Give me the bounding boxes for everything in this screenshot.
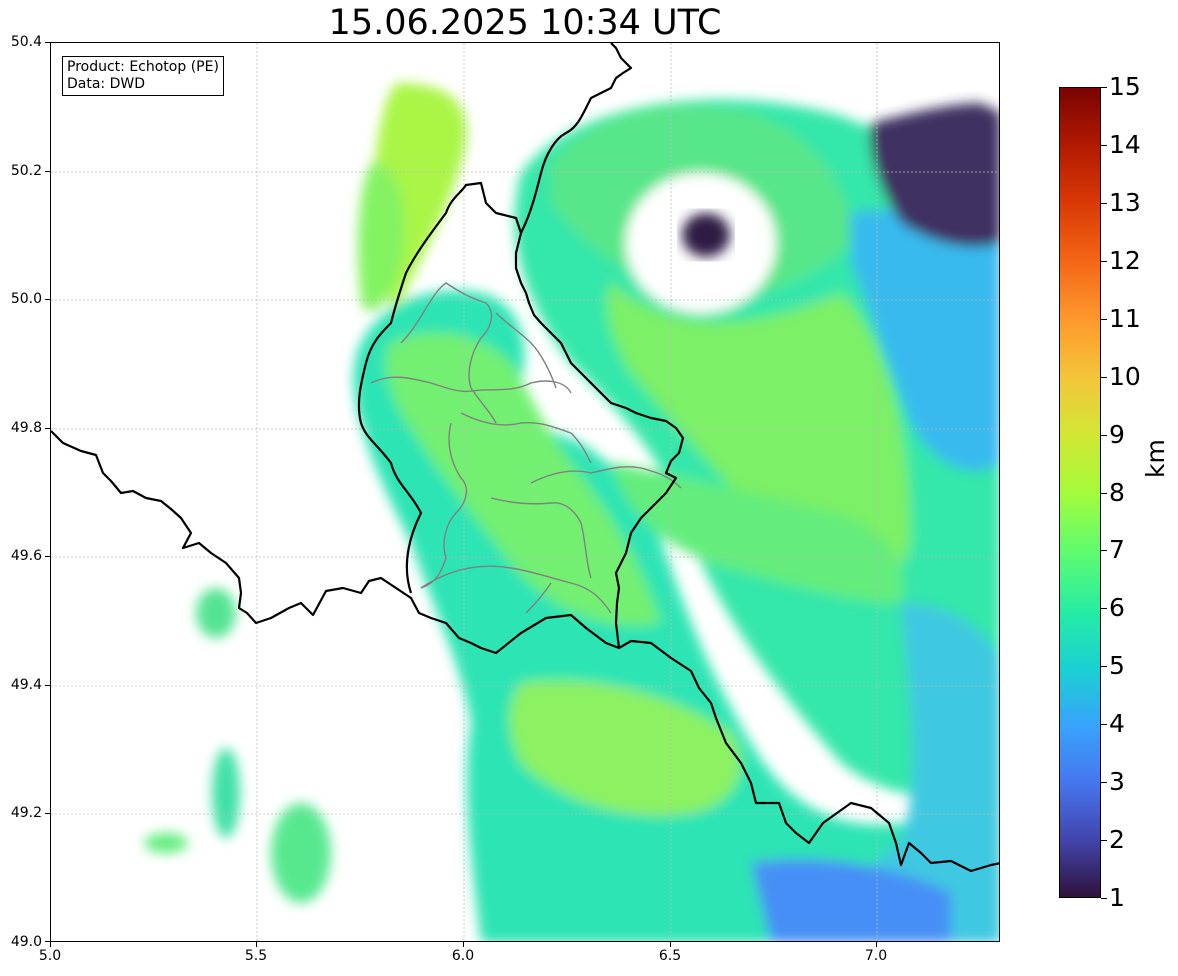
y-tick-label: 50.4: [10, 34, 42, 50]
product-label: Product: Echotop (PE): [67, 59, 219, 75]
colorbar-tick-label: 10: [1109, 361, 1141, 391]
grid-lines: [51, 43, 999, 941]
radar-map-area[interactable]: [50, 42, 1000, 942]
echo-cell: [271, 803, 331, 903]
y-tick-label: 49.6: [10, 548, 42, 564]
colorbar-tick-label: 9: [1109, 419, 1125, 449]
colorbar-tick-mark: [1101, 840, 1107, 841]
echo-cell: [358, 163, 405, 311]
x-tick-label: 5.5: [244, 948, 268, 964]
echo-cell: [144, 833, 188, 853]
map-title: 15.06.2025 10:34 UTC: [328, 3, 722, 43]
radar-center-core: [682, 213, 730, 257]
colorbar-tick-mark: [1101, 203, 1107, 204]
product-info-box: Product: Echotop (PE) Data: DWD: [62, 56, 224, 96]
colorbar-tick-mark: [1101, 608, 1107, 609]
y-tick-label: 49.4: [10, 677, 42, 693]
colorbar-tick-label: 5: [1109, 651, 1125, 681]
y-tick-label: 49.0: [10, 934, 42, 950]
echo-cell: [851, 210, 999, 471]
colorbar-tick-mark: [1101, 493, 1107, 494]
y-tick-mark: [45, 556, 50, 557]
echo-cell: [751, 859, 951, 941]
echo-cell: [611, 463, 903, 603]
colorbar-tick-mark: [1101, 435, 1107, 436]
colorbar-tick-mark: [1101, 550, 1107, 551]
echotop-layer: [144, 83, 999, 941]
echo-cell: [385, 332, 661, 626]
y-tick-mark: [45, 299, 50, 300]
colorbar-tick-mark: [1101, 261, 1107, 262]
country-borders: [51, 43, 999, 873]
y-tick-label: 50.0: [10, 291, 42, 307]
x-tick-mark: [256, 942, 257, 947]
y-tick-label: 49.8: [10, 420, 42, 436]
colorbar: [1059, 87, 1101, 898]
y-tick-mark: [45, 685, 50, 686]
colorbar-tick-mark: [1101, 666, 1107, 667]
x-tick-label: 6.5: [658, 948, 682, 964]
echo-cell: [509, 680, 741, 816]
colorbar-tick-mark: [1101, 898, 1107, 899]
colorbar-tick-label: 2: [1109, 825, 1125, 855]
colorbar-tick-label: 15: [1109, 72, 1141, 101]
echo-cell: [870, 103, 999, 247]
x-tick-mark: [463, 942, 464, 947]
y-tick-mark: [45, 941, 50, 942]
colorbar-tick-label: 6: [1109, 593, 1125, 623]
y-tick-mark: [45, 428, 50, 429]
colorbar-tick-label: 11: [1109, 303, 1141, 333]
colorbar-tick-label: 3: [1109, 767, 1125, 797]
y-tick-mark: [45, 171, 50, 172]
x-tick-mark: [876, 942, 877, 947]
echo-cell: [849, 603, 999, 941]
colorbar-tick-mark: [1101, 782, 1107, 783]
x-tick-label: 5.0: [38, 948, 62, 964]
colorbar-tick-mark: [1101, 377, 1107, 378]
radar-map-svg: [51, 43, 999, 941]
district-borders: [370, 282, 682, 614]
x-tick-label: 6.0: [451, 948, 475, 964]
colorbar-tick-label: 14: [1109, 129, 1141, 159]
colorbar-tick-label: 1: [1109, 883, 1125, 912]
colorbar-unit-label: km: [1141, 439, 1170, 478]
colorbar-tick-mark: [1101, 319, 1107, 320]
colorbar-tick-label: 13: [1109, 187, 1141, 217]
x-tick-mark: [670, 942, 671, 947]
y-tick-label: 49.2: [10, 805, 42, 821]
y-tick-mark: [45, 813, 50, 814]
x-tick-mark: [50, 942, 51, 947]
colorbar-tick-mark: [1101, 724, 1107, 725]
colorbar-tick-mark: [1101, 87, 1107, 88]
colorbar-tick-label: 4: [1109, 709, 1125, 739]
echo-cell: [212, 748, 240, 838]
y-tick-label: 50.2: [10, 163, 42, 179]
colorbar-tick-label: 7: [1109, 535, 1125, 565]
y-tick-mark: [45, 42, 50, 43]
x-tick-label: 7.0: [864, 948, 888, 964]
data-source-label: Data: DWD: [67, 76, 145, 92]
echo-cell: [196, 588, 236, 638]
colorbar-tick-label: 8: [1109, 477, 1125, 507]
colorbar-tick-label: 12: [1109, 245, 1141, 275]
colorbar-tick-mark: [1101, 145, 1107, 146]
